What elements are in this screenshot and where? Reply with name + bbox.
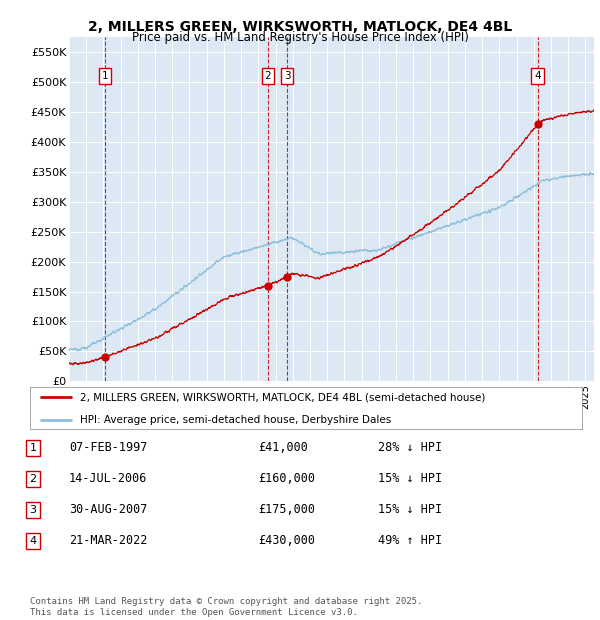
Text: 30-AUG-2007: 30-AUG-2007 — [69, 503, 148, 516]
Text: £430,000: £430,000 — [258, 534, 315, 547]
Text: Price paid vs. HM Land Registry's House Price Index (HPI): Price paid vs. HM Land Registry's House … — [131, 31, 469, 44]
Text: 15% ↓ HPI: 15% ↓ HPI — [378, 472, 442, 485]
Text: 3: 3 — [284, 71, 290, 81]
Text: 2: 2 — [29, 474, 37, 484]
Text: 2: 2 — [265, 71, 271, 81]
Text: 1: 1 — [102, 71, 109, 81]
Text: 15% ↓ HPI: 15% ↓ HPI — [378, 503, 442, 516]
Text: 07-FEB-1997: 07-FEB-1997 — [69, 441, 148, 454]
Text: 3: 3 — [29, 505, 37, 515]
Text: 28% ↓ HPI: 28% ↓ HPI — [378, 441, 442, 454]
Text: HPI: Average price, semi-detached house, Derbyshire Dales: HPI: Average price, semi-detached house,… — [80, 415, 391, 425]
Text: 1: 1 — [29, 443, 37, 453]
Text: 4: 4 — [29, 536, 37, 546]
Text: 2, MILLERS GREEN, WIRKSWORTH, MATLOCK, DE4 4BL: 2, MILLERS GREEN, WIRKSWORTH, MATLOCK, D… — [88, 20, 512, 34]
Text: 2, MILLERS GREEN, WIRKSWORTH, MATLOCK, DE4 4BL (semi-detached house): 2, MILLERS GREEN, WIRKSWORTH, MATLOCK, D… — [80, 392, 485, 402]
Text: 21-MAR-2022: 21-MAR-2022 — [69, 534, 148, 547]
Text: 4: 4 — [535, 71, 541, 81]
Text: £160,000: £160,000 — [258, 472, 315, 485]
Text: £175,000: £175,000 — [258, 503, 315, 516]
Text: 49% ↑ HPI: 49% ↑ HPI — [378, 534, 442, 547]
Text: Contains HM Land Registry data © Crown copyright and database right 2025.
This d: Contains HM Land Registry data © Crown c… — [30, 598, 422, 617]
Text: 14-JUL-2006: 14-JUL-2006 — [69, 472, 148, 485]
Text: £41,000: £41,000 — [258, 441, 308, 454]
